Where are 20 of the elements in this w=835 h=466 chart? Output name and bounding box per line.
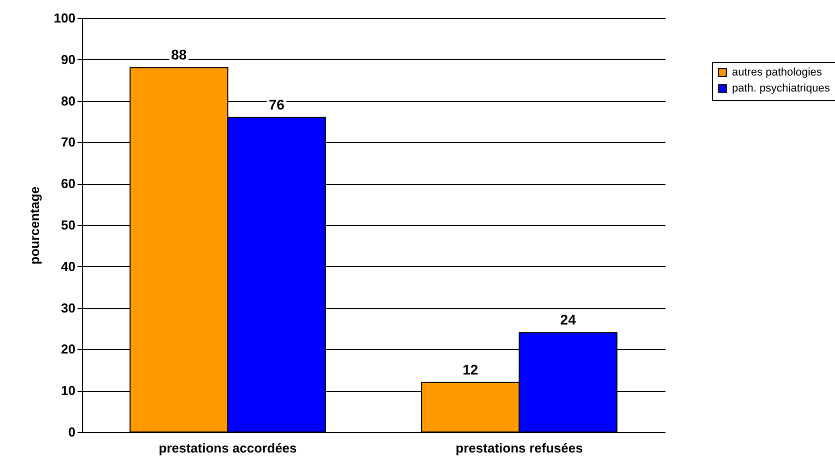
y-tick-label: 60	[61, 176, 76, 192]
y-tick-label: 100	[54, 10, 76, 26]
y-axis-title: pourcentage	[26, 186, 42, 265]
data-label: 24	[560, 312, 576, 328]
y-tick-label: 30	[61, 300, 76, 316]
y-tick-label: 0	[68, 424, 76, 440]
y-tick-label: 80	[61, 93, 76, 108]
x-tick-label: prestations refusées	[456, 440, 583, 456]
data-label: 12	[462, 361, 478, 378]
data-label: 76	[268, 96, 285, 112]
y-tick-label: 40	[61, 258, 76, 274]
y-tick-label: 20	[61, 342, 76, 357]
y-tick-label: 10	[61, 383, 76, 398]
y-tick-label: 90	[61, 52, 76, 67]
y-tick-label: 50	[61, 218, 76, 232]
legend-label: path. psychiatriques	[732, 82, 830, 94]
x-tick-label: prestations accordées	[158, 440, 297, 456]
data-label: 88	[171, 46, 187, 63]
legend-label: autres pathologies	[732, 66, 822, 78]
y-tick-label: 70	[61, 134, 76, 150]
